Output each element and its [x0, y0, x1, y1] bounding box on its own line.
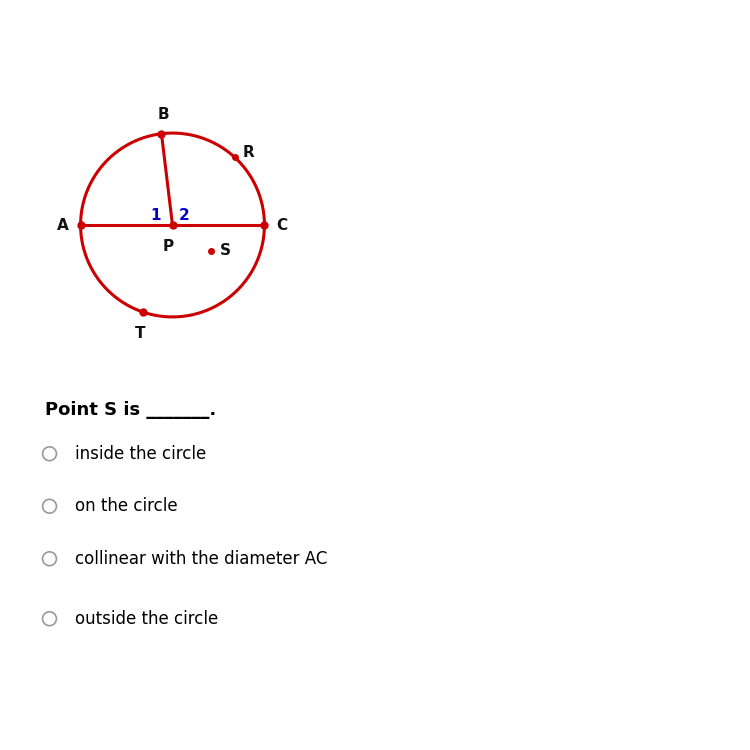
Text: B: B [158, 106, 169, 122]
Text: on the circle: on the circle [75, 497, 178, 515]
Text: T: T [135, 326, 146, 340]
Text: C: C [277, 217, 287, 232]
Text: 1: 1 [151, 209, 161, 224]
Text: outside the circle: outside the circle [75, 610, 218, 628]
Text: S: S [220, 243, 230, 258]
Text: R: R [242, 146, 254, 160]
Text: P: P [162, 238, 173, 254]
Text: A: A [57, 217, 68, 232]
Text: 2: 2 [179, 209, 190, 224]
Text: collinear with the diameter AC: collinear with the diameter AC [75, 550, 327, 568]
Text: inside the circle: inside the circle [75, 445, 206, 463]
Text: Point S is _______.: Point S is _______. [45, 401, 216, 419]
